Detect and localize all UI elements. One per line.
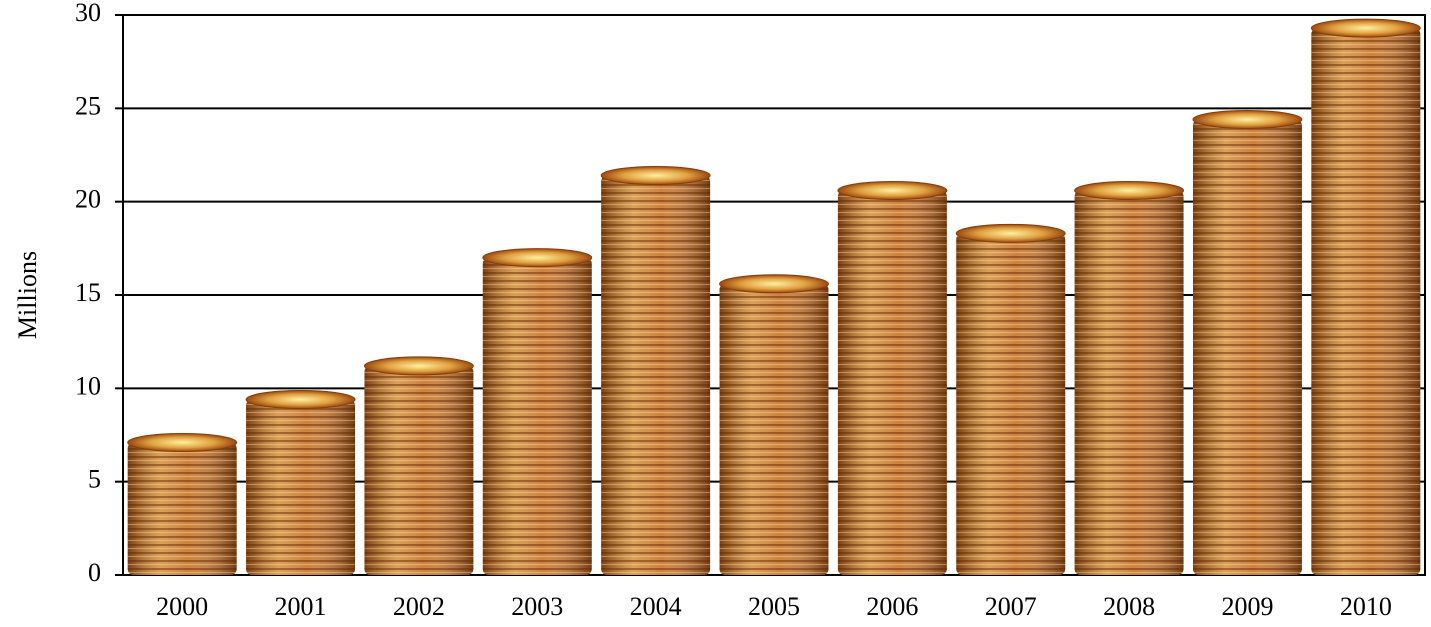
coin-edges — [364, 365, 474, 575]
coin-edges — [601, 175, 711, 576]
coin-top — [719, 274, 829, 294]
y-tick-label: 30 — [75, 0, 101, 27]
coin-top — [245, 390, 356, 410]
y-axis-label: Millions — [13, 251, 42, 339]
x-tick-label: 2001 — [275, 592, 327, 621]
x-tick-label: 2000 — [156, 592, 208, 621]
coin-top — [482, 248, 593, 268]
coin-edges — [1193, 119, 1302, 576]
coin-edges — [482, 257, 592, 575]
x-tick-label: 2010 — [1340, 592, 1392, 621]
x-tick-label: 2004 — [630, 592, 682, 621]
y-tick-label: 25 — [75, 91, 101, 120]
coin-edges — [956, 233, 1066, 575]
y-tick-label: 15 — [75, 278, 101, 307]
coin-edges — [127, 442, 237, 575]
x-tick-label: 2005 — [748, 592, 800, 621]
y-tick-label: 20 — [75, 185, 101, 214]
coin-top — [600, 166, 711, 186]
y-tick-label: 10 — [75, 371, 101, 400]
coin-top — [837, 180, 948, 200]
y-tick-label: 5 — [88, 465, 101, 494]
coin-top — [955, 223, 1066, 243]
coin-edges — [719, 283, 829, 575]
x-tick-label: 2007 — [985, 592, 1037, 621]
x-tick-label: 2008 — [1103, 592, 1155, 621]
x-tick-label: 2002 — [393, 592, 445, 621]
coin-top — [363, 356, 474, 376]
x-tick-label: 2003 — [511, 592, 563, 621]
coin-top — [1310, 18, 1421, 38]
coin-top — [127, 432, 238, 452]
x-tick-label: 2009 — [1221, 592, 1273, 621]
coin-top — [1074, 180, 1185, 200]
coin-top — [1192, 110, 1303, 130]
coin-edges — [1074, 190, 1184, 575]
y-tick-label: 0 — [88, 558, 101, 587]
coin-edges — [1311, 28, 1421, 576]
coin-edges — [246, 399, 355, 575]
coin-edges — [837, 190, 947, 575]
x-tick-label: 2006 — [866, 592, 918, 621]
